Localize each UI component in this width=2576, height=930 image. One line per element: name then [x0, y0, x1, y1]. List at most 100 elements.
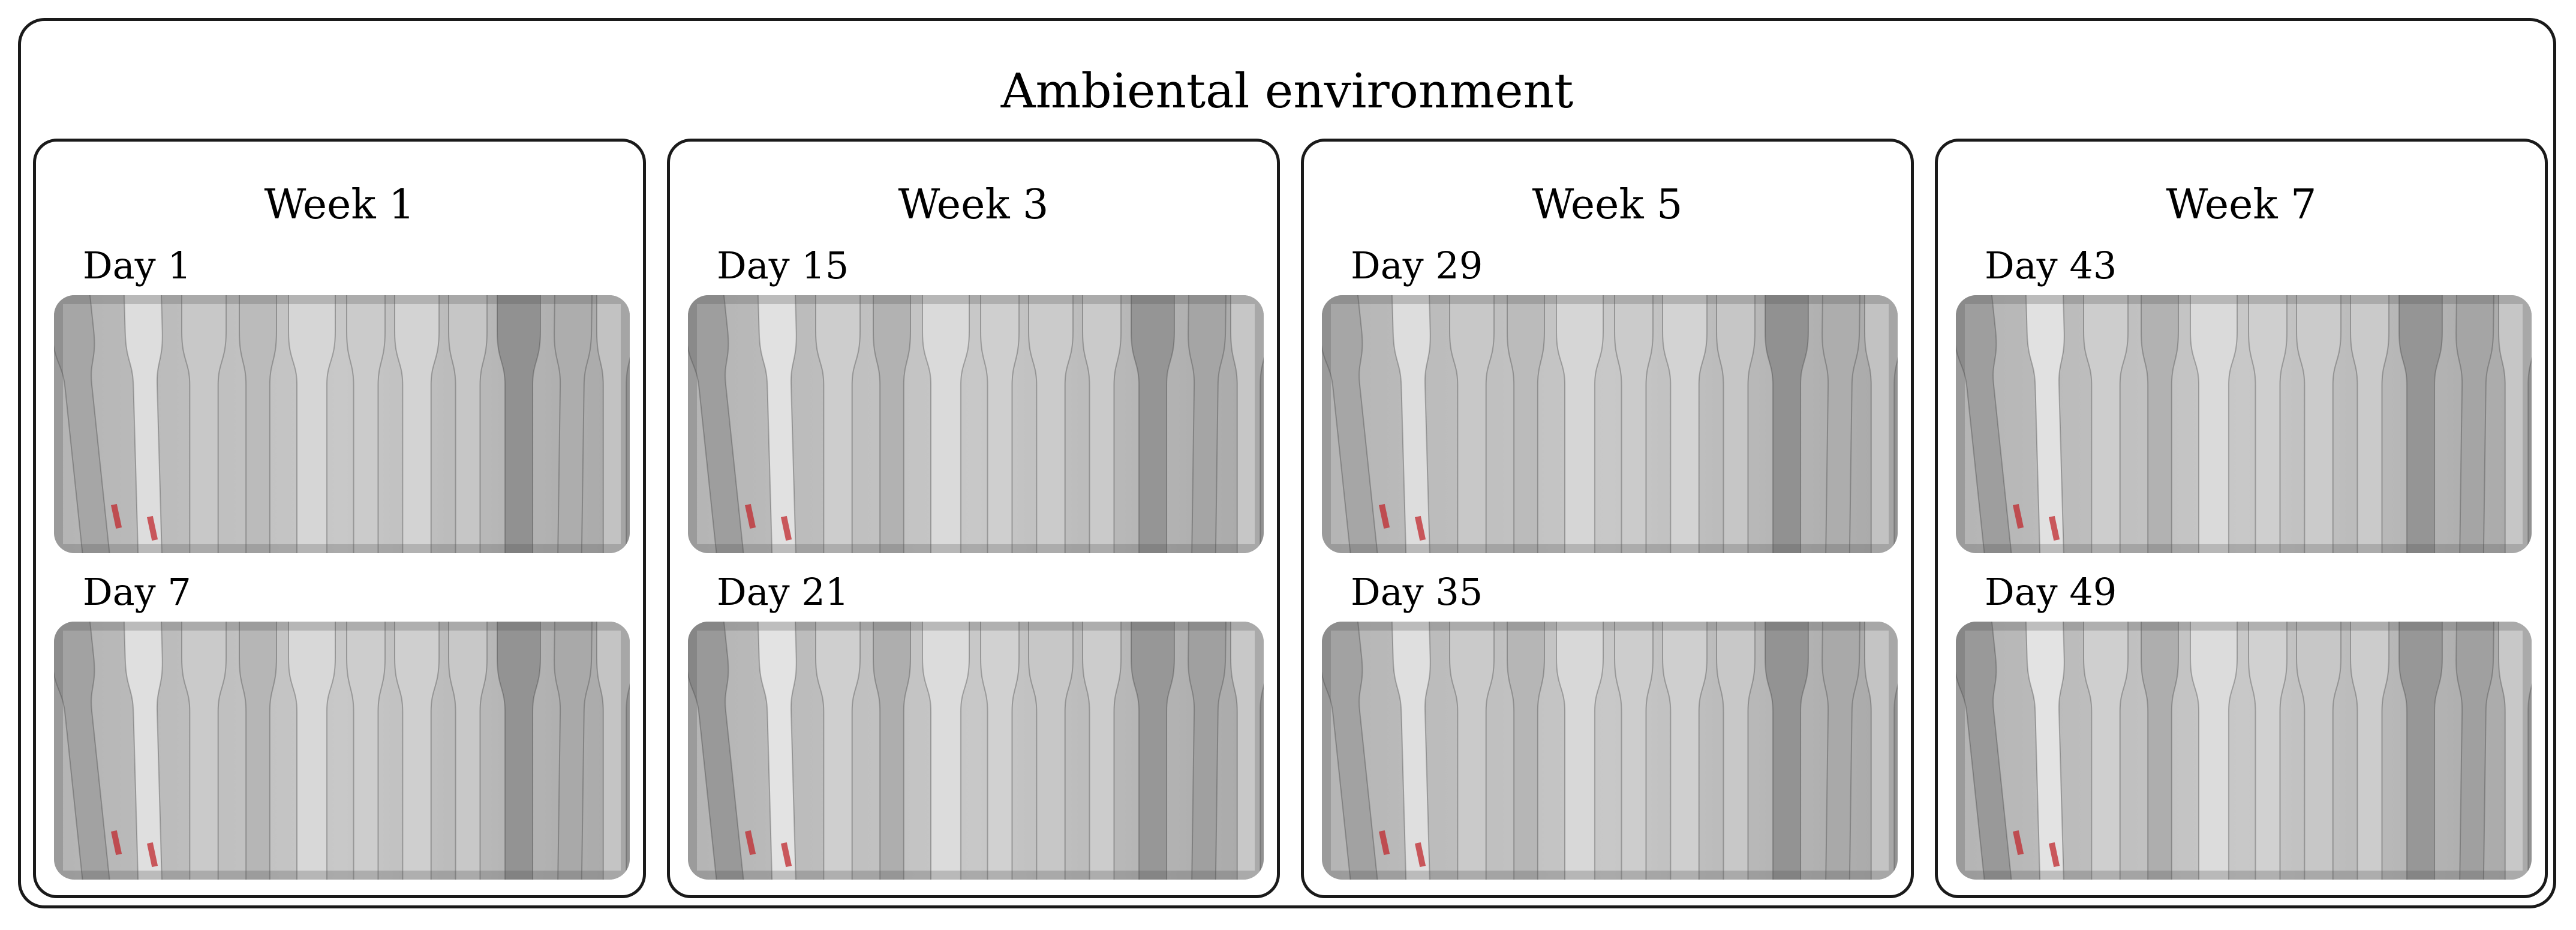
week-title: Week 5	[1532, 181, 1683, 229]
specimen-photo-graphic	[688, 622, 1264, 880]
specimen-label-mark	[1415, 842, 1426, 868]
specimen	[815, 622, 861, 880]
specimen-photo	[1956, 295, 2532, 553]
specimen	[1662, 622, 1708, 880]
specimen	[1821, 622, 1861, 880]
specimen	[2455, 622, 2495, 880]
specimen-photo	[1956, 622, 2532, 880]
specimen	[980, 622, 1020, 880]
specimen-photo	[1322, 295, 1898, 553]
specimen-label-mark	[1415, 515, 1426, 541]
specimen	[2296, 295, 2341, 553]
specimen-label-mark	[2049, 515, 2060, 541]
specimen	[1449, 622, 1495, 880]
week-panel-5: Week 5 Day 29 Day 35	[1301, 139, 1914, 898]
specimen	[497, 622, 541, 880]
specimen	[1188, 295, 1227, 553]
specimen-photo	[688, 295, 1264, 553]
specimen	[2141, 295, 2179, 553]
specimen-label-mark	[1379, 830, 1390, 856]
week-title: Week 1	[264, 181, 415, 229]
specimen	[497, 295, 541, 553]
week-title: Week 7	[2166, 181, 2317, 229]
week-panel-1: Week 1 Day 1 Day 7	[33, 139, 646, 898]
specimen	[1082, 622, 1122, 880]
day-label: Day 21	[717, 570, 849, 614]
specimen	[1716, 295, 1756, 553]
specimen	[688, 622, 745, 880]
specimen	[2398, 622, 2443, 880]
specimen	[2350, 295, 2389, 553]
specimen	[394, 295, 440, 553]
specimen-photo-graphic	[1956, 295, 2532, 553]
specimen	[1131, 295, 1175, 553]
specimen-label-mark	[781, 842, 792, 868]
specimen-photo-graphic	[688, 295, 1264, 553]
specimen	[448, 295, 488, 553]
specimen	[1391, 622, 1431, 880]
specimen-photo	[54, 295, 630, 553]
specimen	[1230, 622, 1264, 880]
specimen	[123, 295, 163, 553]
specimen-photo-graphic	[1322, 295, 1898, 553]
specimen	[1188, 622, 1227, 880]
specimen	[2248, 295, 2288, 553]
specimen	[1391, 295, 1431, 553]
specimen-photo-graphic	[1322, 622, 1898, 880]
specimen	[2498, 622, 2532, 880]
specimen	[1614, 622, 1654, 880]
specimen	[346, 295, 386, 553]
day-label: Day 7	[83, 570, 191, 614]
specimen	[123, 622, 163, 880]
specimen	[239, 295, 277, 553]
specimen	[239, 622, 277, 880]
week-panel-7: Week 7 Day 43 Day 49	[1935, 139, 2548, 898]
specimen	[288, 295, 336, 553]
specimen	[1765, 295, 1809, 553]
specimen	[1507, 622, 1545, 880]
specimen-label-mark	[745, 830, 756, 856]
specimen	[554, 622, 593, 880]
specimen-label-mark	[2013, 503, 2024, 529]
specimen	[2141, 622, 2179, 880]
specimen-label-mark	[781, 515, 792, 541]
specimen-photo	[688, 622, 1264, 880]
specimen	[1230, 295, 1264, 553]
specimen	[873, 295, 911, 553]
specimen	[596, 295, 630, 553]
specimen	[2190, 622, 2238, 880]
specimen	[815, 295, 861, 553]
specimen	[1449, 295, 1495, 553]
specimen	[2083, 295, 2129, 553]
specimen	[1082, 295, 1122, 553]
specimen	[688, 295, 745, 553]
specimen	[2296, 622, 2341, 880]
day-label: Day 15	[717, 244, 849, 287]
specimen	[1556, 622, 1604, 880]
specimen	[1614, 295, 1654, 553]
specimen-label-mark	[1379, 503, 1390, 529]
specimen-photo-graphic	[1956, 622, 2532, 880]
specimen	[1322, 622, 1379, 880]
specimen	[980, 295, 1020, 553]
specimen	[1507, 295, 1545, 553]
specimen	[596, 622, 630, 880]
specimen-photo-graphic	[54, 295, 630, 553]
specimen	[288, 622, 336, 880]
specimen	[346, 622, 386, 880]
specimen	[1821, 295, 1861, 553]
specimen	[1662, 295, 1708, 553]
specimen	[1131, 622, 1175, 880]
specimen	[873, 622, 911, 880]
specimen	[757, 622, 797, 880]
specimen	[922, 622, 970, 880]
specimen-label-mark	[111, 830, 122, 856]
specimen	[757, 295, 797, 553]
specimen	[1556, 295, 1604, 553]
day-label: Day 1	[83, 244, 191, 287]
day-label: Day 43	[1985, 244, 2117, 287]
specimen	[2248, 622, 2288, 880]
specimen-label-mark	[2049, 842, 2060, 868]
day-label: Day 49	[1985, 570, 2117, 614]
specimen	[1765, 622, 1809, 880]
